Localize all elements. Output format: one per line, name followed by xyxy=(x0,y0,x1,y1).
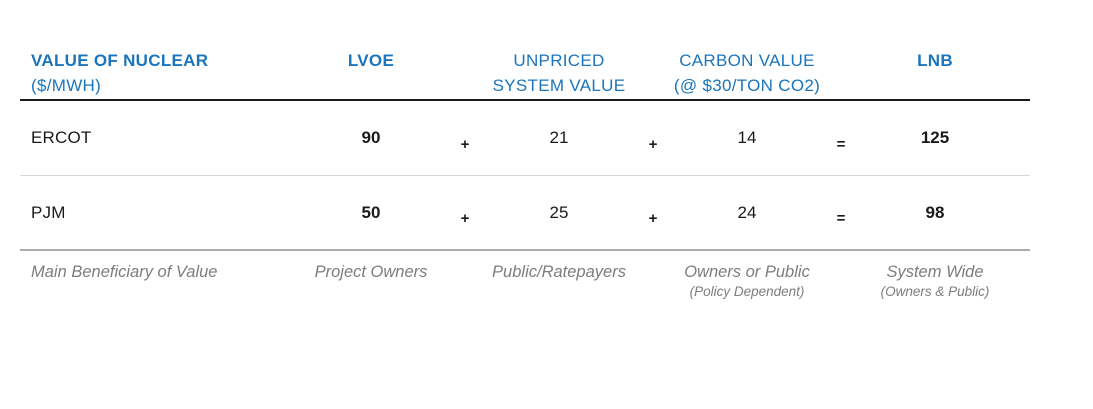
ercot-lnb-value: 125 xyxy=(920,128,950,147)
pjm-lnb-value: 98 xyxy=(925,202,945,222)
col-header-lnb: LNB xyxy=(917,51,953,70)
plus-operator: + xyxy=(648,210,658,227)
col-header-carbon-value: CARBON VALUE (@ $30/TON CO2) xyxy=(673,51,821,95)
owners-public-note: (Owners & Public) xyxy=(880,284,990,299)
table-row-ercot: ERCOT 90 + 21 + 14 = 125 xyxy=(20,101,1030,176)
pjm-lvoe-value: 50 xyxy=(361,202,381,222)
ercot-carbon-value: 14 xyxy=(737,128,757,147)
pjm-unpriced-value: 25 xyxy=(549,202,569,222)
beneficiary-row: Main Beneficiary of Value Project Owners… xyxy=(20,251,1030,301)
beneficiary-label: Main Beneficiary of Value xyxy=(31,263,218,281)
ercot-unpriced-value: 21 xyxy=(549,128,569,147)
table-title-units: ($/MWH) xyxy=(31,76,102,95)
beneficiary-project-owners: Project Owners xyxy=(314,263,428,281)
equals-operator: = xyxy=(836,210,846,227)
beneficiary-public-ratepayers: Public/Ratepayers xyxy=(492,263,626,281)
table-header-row: VALUE OF NUCLEAR ($/MWH) LVOE UNPRICED S… xyxy=(20,48,1030,101)
policy-dependent-note: (Policy Dependent) xyxy=(689,284,805,299)
col-header-lvoe: LVOE xyxy=(347,51,395,70)
equals-operator: = xyxy=(836,135,846,153)
beneficiary-system-wide: System Wide (Owners & Public) xyxy=(880,263,990,299)
header-title-cell: VALUE OF NUCLEAR ($/MWH) xyxy=(20,48,324,98)
plus-operator: + xyxy=(460,210,470,227)
plus-operator: + xyxy=(648,135,658,153)
nuclear-value-table: VALUE OF NUCLEAR ($/MWH) LVOE UNPRICED S… xyxy=(20,48,1030,301)
col-header-unpriced-system-value: UNPRICED SYSTEM VALUE xyxy=(492,51,626,95)
plus-operator: + xyxy=(460,135,470,153)
beneficiary-owners-or-public: Owners or Public (Policy Dependent) xyxy=(684,263,810,299)
row-label-ercot: ERCOT xyxy=(31,128,92,147)
table-row-pjm: PJM 50 + 25 + 24 = 98 xyxy=(20,176,1030,251)
pjm-carbon-value: 24 xyxy=(737,202,757,222)
row-label-pjm: PJM xyxy=(31,202,66,222)
table-title: VALUE OF NUCLEAR xyxy=(31,51,209,70)
ercot-lvoe-value: 90 xyxy=(361,128,381,147)
